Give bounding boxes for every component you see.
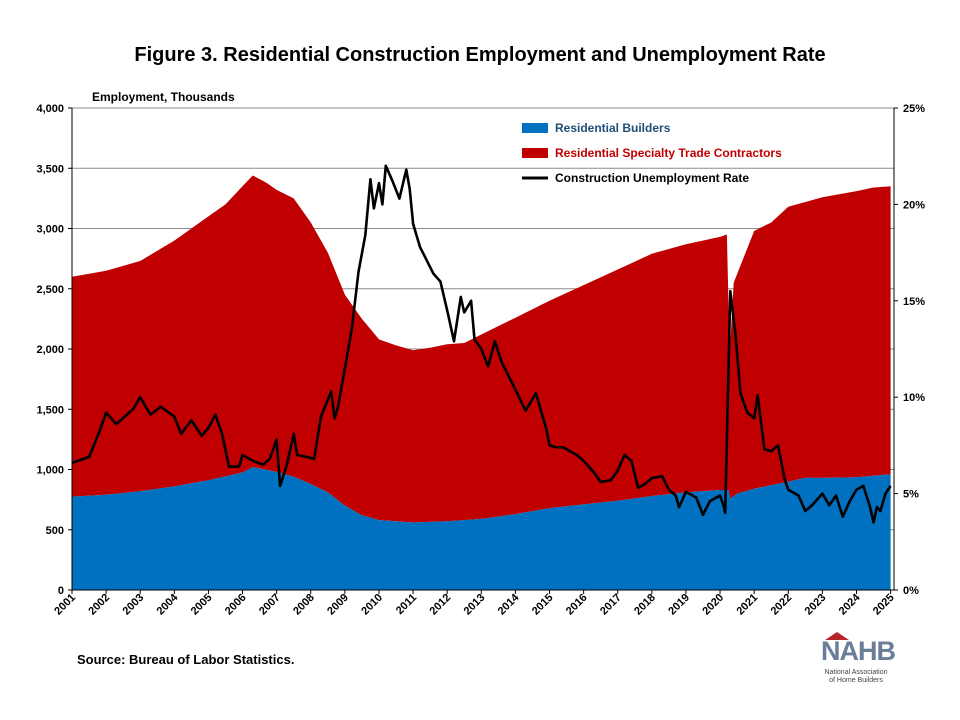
logo-roof-icon: [825, 632, 849, 640]
x-tick-label: 2018: [632, 592, 658, 618]
x-tick-label: 2024: [837, 591, 863, 617]
x-tick-label: 2015: [530, 592, 556, 618]
x-tick-label: 2005: [189, 592, 215, 618]
x-tick-label: 2022: [769, 592, 795, 618]
x-tick-label: 2003: [121, 592, 147, 618]
legend-swatch-residential-builders: [522, 123, 548, 133]
y-tick-label: 1,000: [36, 465, 64, 477]
logo-wordmark: NAHB: [821, 636, 896, 666]
legend-swatch-residential-specialty-trade-contractors: [522, 148, 548, 158]
x-tick-label: 2014: [496, 591, 522, 617]
y2-tick-label: 15%: [903, 296, 925, 308]
y-axis-label: Employment, Thousands: [92, 90, 235, 104]
x-tick-label: 2007: [257, 592, 283, 618]
y2-tick-label: 10%: [903, 392, 925, 404]
x-tick-label: 2009: [325, 592, 351, 618]
nahb-logo: NAHB National Association of Home Builder…: [818, 632, 896, 696]
y-tick-label: 2,000: [36, 344, 64, 356]
logo-subtitle: National Association of Home Builders: [824, 669, 888, 684]
x-tick-label: 2010: [359, 592, 385, 618]
series-area-residential-builders: [72, 467, 891, 590]
x-tick-label: 2004: [155, 591, 181, 617]
y-tick-label: 1,500: [36, 404, 64, 416]
x-tick-label: 2013: [462, 592, 488, 618]
chart-title: Figure 3. Residential Construction Emplo…: [134, 44, 826, 66]
y-tick-label: 500: [46, 525, 64, 537]
x-tick-label: 2002: [86, 592, 112, 618]
y-tick-label: 2,500: [36, 284, 64, 296]
x-tick-label: 2021: [734, 592, 760, 618]
x-tick-label: 2023: [803, 592, 829, 618]
y-tick-label: 3,000: [36, 224, 64, 236]
x-tick-label: 2019: [666, 592, 692, 618]
legend-label-residential-builders: Residential Builders: [555, 121, 671, 135]
x-tick-label: 2017: [598, 592, 624, 618]
x-tick-label: 2011: [394, 592, 419, 617]
source-note: Source: Bureau of Labor Statistics.: [77, 652, 295, 667]
y2-tick-label: 25%: [903, 103, 925, 115]
y2-tick-label: 5%: [903, 489, 919, 501]
y-tick-label: 0: [58, 585, 64, 597]
y-tick-label: 3,500: [36, 163, 64, 175]
x-tick-label: 2006: [223, 592, 249, 618]
legend-label-construction-unemployment-rate: Construction Unemployment Rate: [555, 171, 749, 185]
x-tick-label: 2001: [52, 592, 78, 618]
y2-tick-label: 20%: [903, 199, 925, 211]
legend-label-residential-specialty-trade-contractors: Residential Specialty Trade Contractors: [555, 146, 782, 160]
x-tick-label: 2020: [700, 592, 726, 618]
series-line-construction-unemployment-rate: [71, 164, 892, 524]
x-tick-label: 2008: [291, 592, 317, 618]
x-tick-label: 2016: [564, 592, 590, 618]
y-tick-label: 4,000: [36, 103, 64, 115]
x-tick-label: 2012: [428, 592, 454, 618]
x-tick-label: 2025: [871, 592, 897, 618]
y2-tick-label: 0%: [903, 585, 919, 597]
